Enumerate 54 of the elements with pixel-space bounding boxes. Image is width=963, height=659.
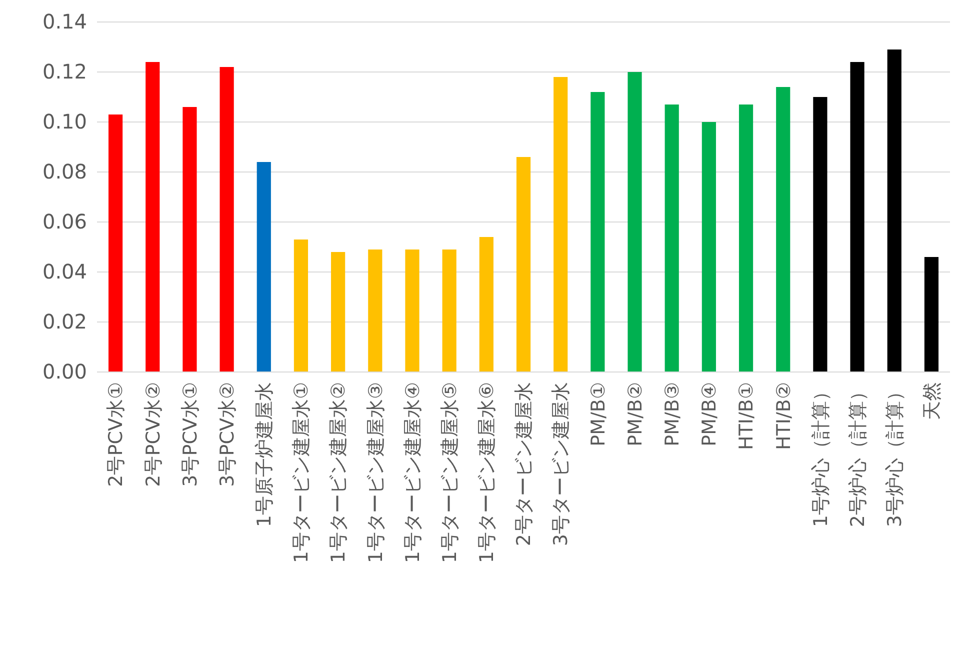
bar xyxy=(331,252,346,372)
x-tick-label: 天然 xyxy=(921,382,944,420)
bar xyxy=(738,104,754,372)
bar xyxy=(516,157,531,372)
x-tick-label: 1号タービン建屋水⑥ xyxy=(476,382,498,564)
x-tick-label: 1号タービン建屋水① xyxy=(290,382,313,564)
bar xyxy=(108,114,123,372)
x-tick-label: 3号PCV水① xyxy=(179,382,202,487)
y-tick-label: 0.12 xyxy=(42,59,87,84)
x-tick-label: 1号タービン建屋水⑤ xyxy=(438,382,461,564)
bar xyxy=(887,50,902,372)
bar xyxy=(220,67,234,372)
x-tick-label: 2号タービン建屋水 xyxy=(513,382,536,546)
bar xyxy=(554,77,568,372)
x-tick-label: 1号タービン建屋水④ xyxy=(402,382,424,564)
bar xyxy=(294,240,308,372)
y-tick-label: 0.00 xyxy=(42,359,87,384)
y-tick-label: 0.02 xyxy=(42,309,87,334)
bar xyxy=(664,104,679,372)
y-tick-label: 0.10 xyxy=(42,109,87,134)
bar xyxy=(442,250,456,372)
y-tick-label: 0.08 xyxy=(42,159,87,184)
x-tick-label: PM/B④ xyxy=(698,382,721,446)
y-tick-label: 0.06 xyxy=(42,209,87,234)
x-tick-label: 1号原子炉建屋水 xyxy=(254,382,276,528)
bar xyxy=(628,72,642,372)
x-tick-label: 1号タービン建屋水② xyxy=(328,382,350,564)
x-tick-label: 2号炉心（計算） xyxy=(846,382,869,528)
x-tick-label: PM/B③ xyxy=(662,382,684,446)
x-tick-label: HTI/B② xyxy=(772,382,795,450)
x-tick-label: 3号PCV水② xyxy=(216,382,238,487)
bar xyxy=(924,257,939,372)
bar xyxy=(479,237,494,372)
y-tick-label: 0.14 xyxy=(42,9,87,34)
x-tick-label: 2号PCV水① xyxy=(105,382,128,487)
x-tick-label: PM/B① xyxy=(587,382,610,446)
bar xyxy=(182,107,197,372)
bar xyxy=(702,122,716,372)
x-tick-label: 3号炉心（計算） xyxy=(884,382,906,528)
bar xyxy=(813,97,828,372)
x-tick-label: 3号タービン建屋水 xyxy=(550,382,572,546)
x-tick-label: 1号タービン建屋水③ xyxy=(364,382,387,564)
bar xyxy=(256,162,271,372)
bar xyxy=(850,62,864,372)
x-tick-label: 2号PCV水② xyxy=(142,382,164,487)
y-tick-label: 0.04 xyxy=(42,259,87,284)
x-tick-label: HTI/B① xyxy=(736,382,758,450)
bar xyxy=(405,250,420,372)
bar xyxy=(590,92,605,372)
bar xyxy=(776,87,790,372)
x-tick-label: PM/B② xyxy=(624,382,646,446)
x-tick-label: 1号炉心（計算） xyxy=(810,382,832,528)
bar xyxy=(368,250,382,372)
bar xyxy=(146,62,160,372)
